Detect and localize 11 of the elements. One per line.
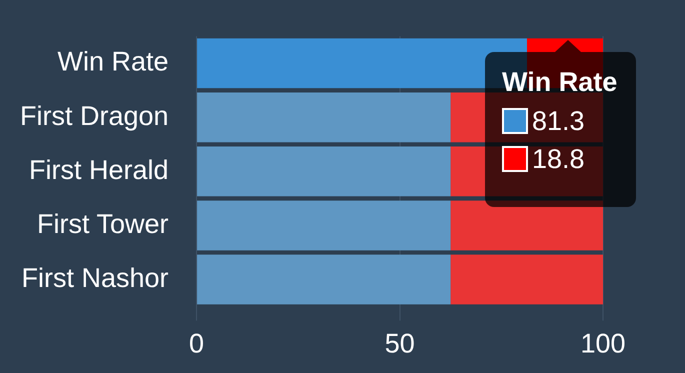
annotation: 18.8	[532, 143, 585, 176]
x-tick-label: 50	[384, 328, 415, 358]
y-tick-label: First Nashor	[22, 263, 169, 294]
y-tick-label: First Tower	[37, 208, 169, 239]
annotation: 81.3	[532, 105, 585, 138]
annotation: Win Rate	[502, 66, 618, 98]
y-tick-label: First Herald	[29, 154, 169, 185]
y-tick-label: First Dragon	[20, 100, 169, 131]
x-tick-label: 0	[189, 328, 204, 358]
y-tick-label: Win Rate	[57, 46, 169, 77]
x-tick-label: 100	[580, 328, 626, 358]
